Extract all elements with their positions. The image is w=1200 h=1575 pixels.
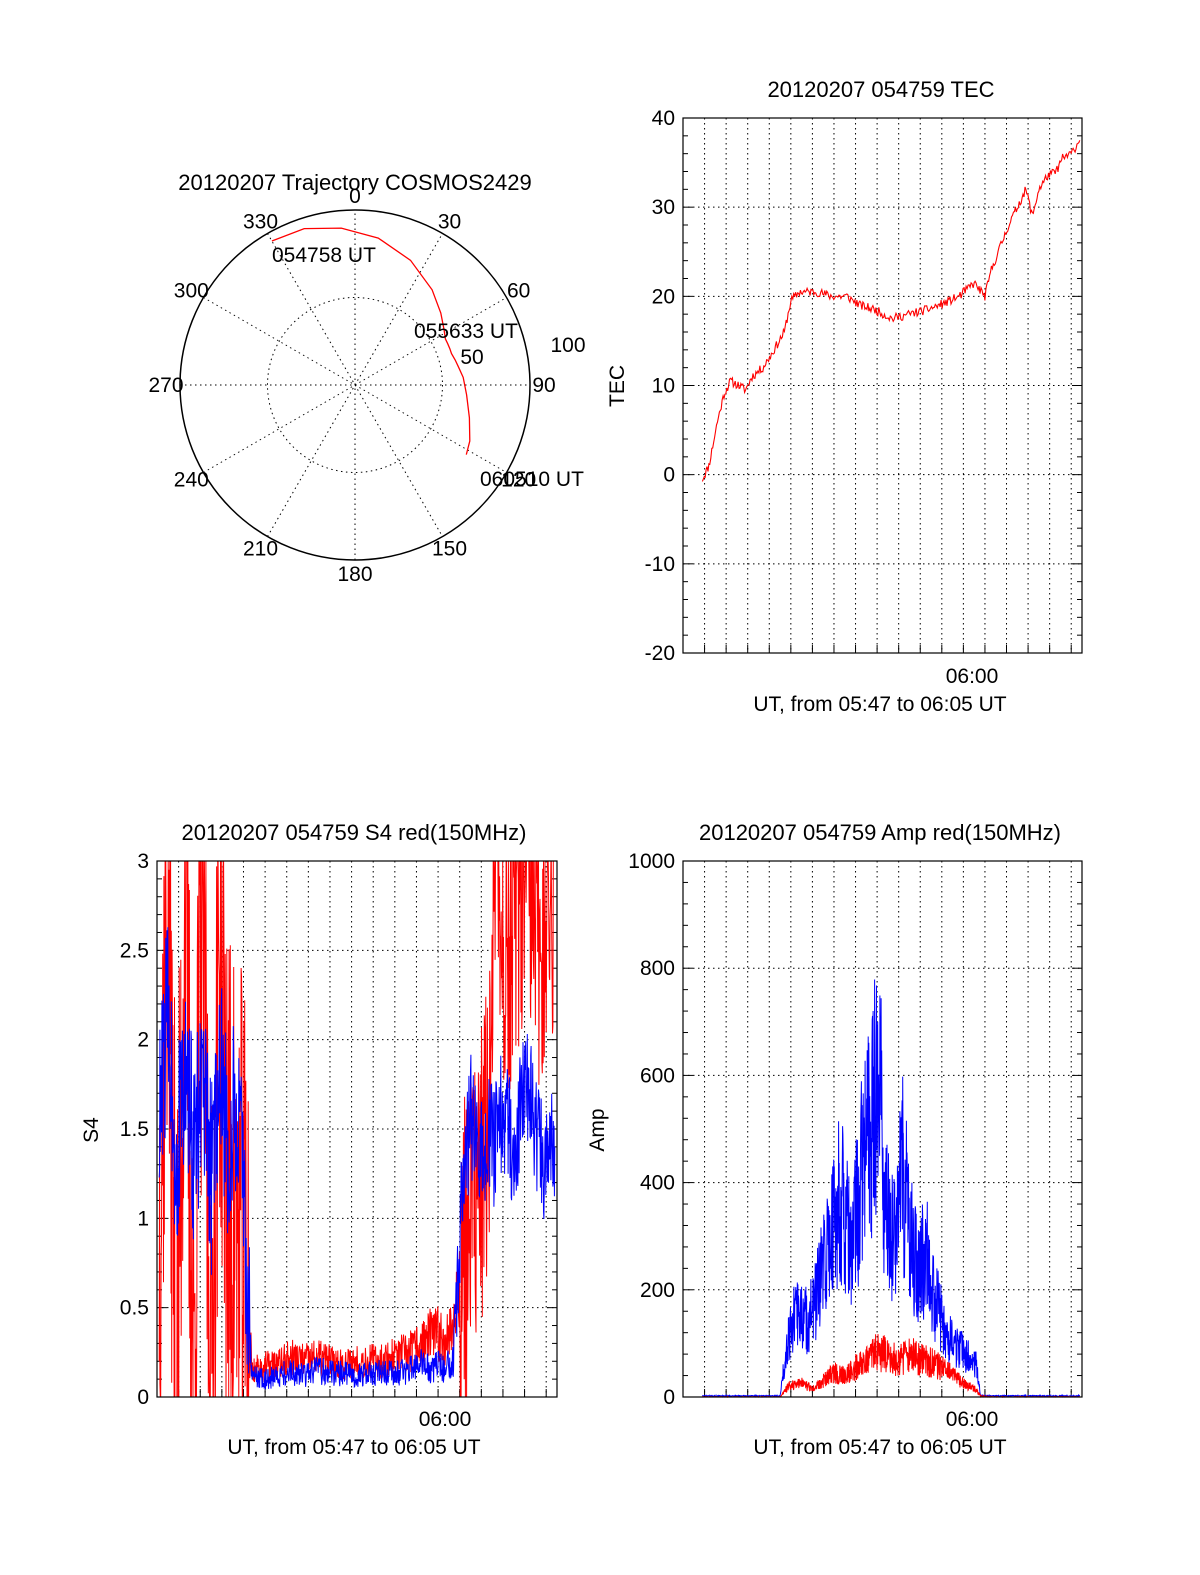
y-tick-label: 2.5 — [120, 939, 149, 962]
polar-radius-label-100: 100 — [550, 334, 585, 357]
amp-x-axis-label: UT, from 05:47 to 06:05 UT — [753, 1436, 1006, 1459]
amp-series-line — [702, 1334, 1081, 1399]
s4-chart: 20120207 054759 S4 red(150MHz) 0 0.5 1 1.5 2… — [80, 820, 558, 1459]
s4-y-axis-label: S4 — [80, 1117, 103, 1143]
y-tick-label: 600 — [640, 1064, 675, 1087]
tec-chart-title: 20120207 054759 TEC — [767, 77, 994, 102]
y-tick-label: 40 — [652, 107, 675, 130]
polar-radius-label-50: 50 — [460, 346, 483, 369]
polar-grid — [179, 209, 531, 561]
trajectory-line — [271, 227, 471, 455]
amp-x-tick-0600: 06:00 — [946, 1408, 999, 1431]
amp-series-line — [701, 979, 1081, 1398]
s4-plot-frame — [156, 860, 558, 1398]
y-tick-label: 0 — [663, 464, 675, 487]
y-tick-label: 20 — [652, 285, 675, 308]
amp-chart-title: 20120207 054759 Amp red(150MHz) — [699, 820, 1061, 845]
polar-angle-label: 210 — [243, 538, 278, 561]
amp-series — [701, 979, 1081, 1399]
y-tick-label: 1.5 — [120, 1118, 149, 1141]
polar-angle-label: 30 — [438, 210, 461, 233]
y-tick-label: 10 — [652, 375, 675, 398]
polar-angle-label: 300 — [174, 280, 209, 303]
tec-y-ticks: -20 -10 0 10 20 30 40 — [645, 107, 675, 665]
tec-grid — [683, 117, 1082, 654]
y-tick-label: 30 — [652, 196, 675, 219]
tec-y-axis-label: TEC — [606, 365, 629, 407]
tec-chart: 20120207 054759 TEC -20 -10 0 10 20 30 40 06:0… — [606, 77, 1083, 716]
tec-series — [701, 140, 1081, 482]
polar-angle-label: 180 — [337, 563, 372, 586]
polar-angle-label: 120 — [501, 469, 536, 492]
y-tick-label: 400 — [640, 1172, 675, 1195]
polar-angle-label: 240 — [174, 469, 209, 492]
s4-y-ticks: 0 0.5 1 1.5 2 2.5 3 — [120, 850, 149, 1409]
s4-series — [158, 860, 556, 1398]
y-tick-label: 200 — [640, 1279, 675, 1302]
y-tick-label: 2 — [137, 1029, 149, 1052]
amp-grid — [683, 860, 1082, 1398]
s4-x-tick-0600: 06:00 — [419, 1408, 472, 1431]
polar-spoke — [267, 233, 443, 537]
tec-series-line — [701, 140, 1081, 482]
polar-angle-labels: 0 30 60 90 120 150 180 210 240 270 300 330 — [148, 185, 555, 586]
polar-angle-label: 150 — [432, 538, 467, 561]
tec-x-axis-label: UT, from 05:47 to 06:05 UT — [753, 693, 1006, 716]
polar-inner-circle — [267, 297, 443, 473]
y-tick-label: 800 — [640, 957, 675, 980]
s4-series-line — [158, 860, 555, 1398]
y-tick-label: 1000 — [628, 850, 675, 873]
y-tick-label: -10 — [645, 553, 675, 576]
polar-angle-label: 60 — [507, 280, 530, 303]
polar-angle-label: 0 — [349, 185, 361, 208]
s4-series-line — [158, 927, 556, 1390]
trajectory-end-label: 060510 UT — [480, 468, 584, 491]
polar-chart: 20120207 Trajectory COSMOS2429 0 30 60 90 12… — [148, 170, 585, 586]
trajectory-start-label: 054758 UT — [272, 244, 376, 267]
polar-chart-title: 20120207 Trajectory COSMOS2429 — [178, 170, 531, 195]
polar-angle-label: 270 — [148, 374, 183, 397]
amp-plot-frame — [682, 860, 1083, 1398]
tec-x-tick-0600: 06:00 — [946, 665, 999, 688]
y-tick-label: 3 — [137, 850, 149, 873]
amp-y-axis-label: Amp — [586, 1108, 609, 1151]
y-tick-label: 0 — [137, 1386, 149, 1409]
amp-chart: 20120207 054759 Amp red(150MHz) 0 200 400 6… — [586, 820, 1083, 1459]
y-tick-label: 0 — [663, 1386, 675, 1409]
polar-angle-label: 90 — [532, 374, 555, 397]
y-tick-label: 1 — [137, 1207, 149, 1230]
trajectory-mid-label: 055633 UT — [414, 320, 518, 343]
tec-plot-frame — [682, 117, 1083, 654]
polar-angle-label: 330 — [243, 210, 278, 233]
y-tick-label: -20 — [645, 642, 675, 665]
amp-y-ticks: 0 200 400 600 800 1000 — [628, 850, 675, 1409]
y-tick-label: 0.5 — [120, 1297, 149, 1320]
s4-x-axis-label: UT, from 05:47 to 06:05 UT — [227, 1436, 480, 1459]
s4-chart-title: 20120207 054759 S4 red(150MHz) — [182, 820, 527, 845]
